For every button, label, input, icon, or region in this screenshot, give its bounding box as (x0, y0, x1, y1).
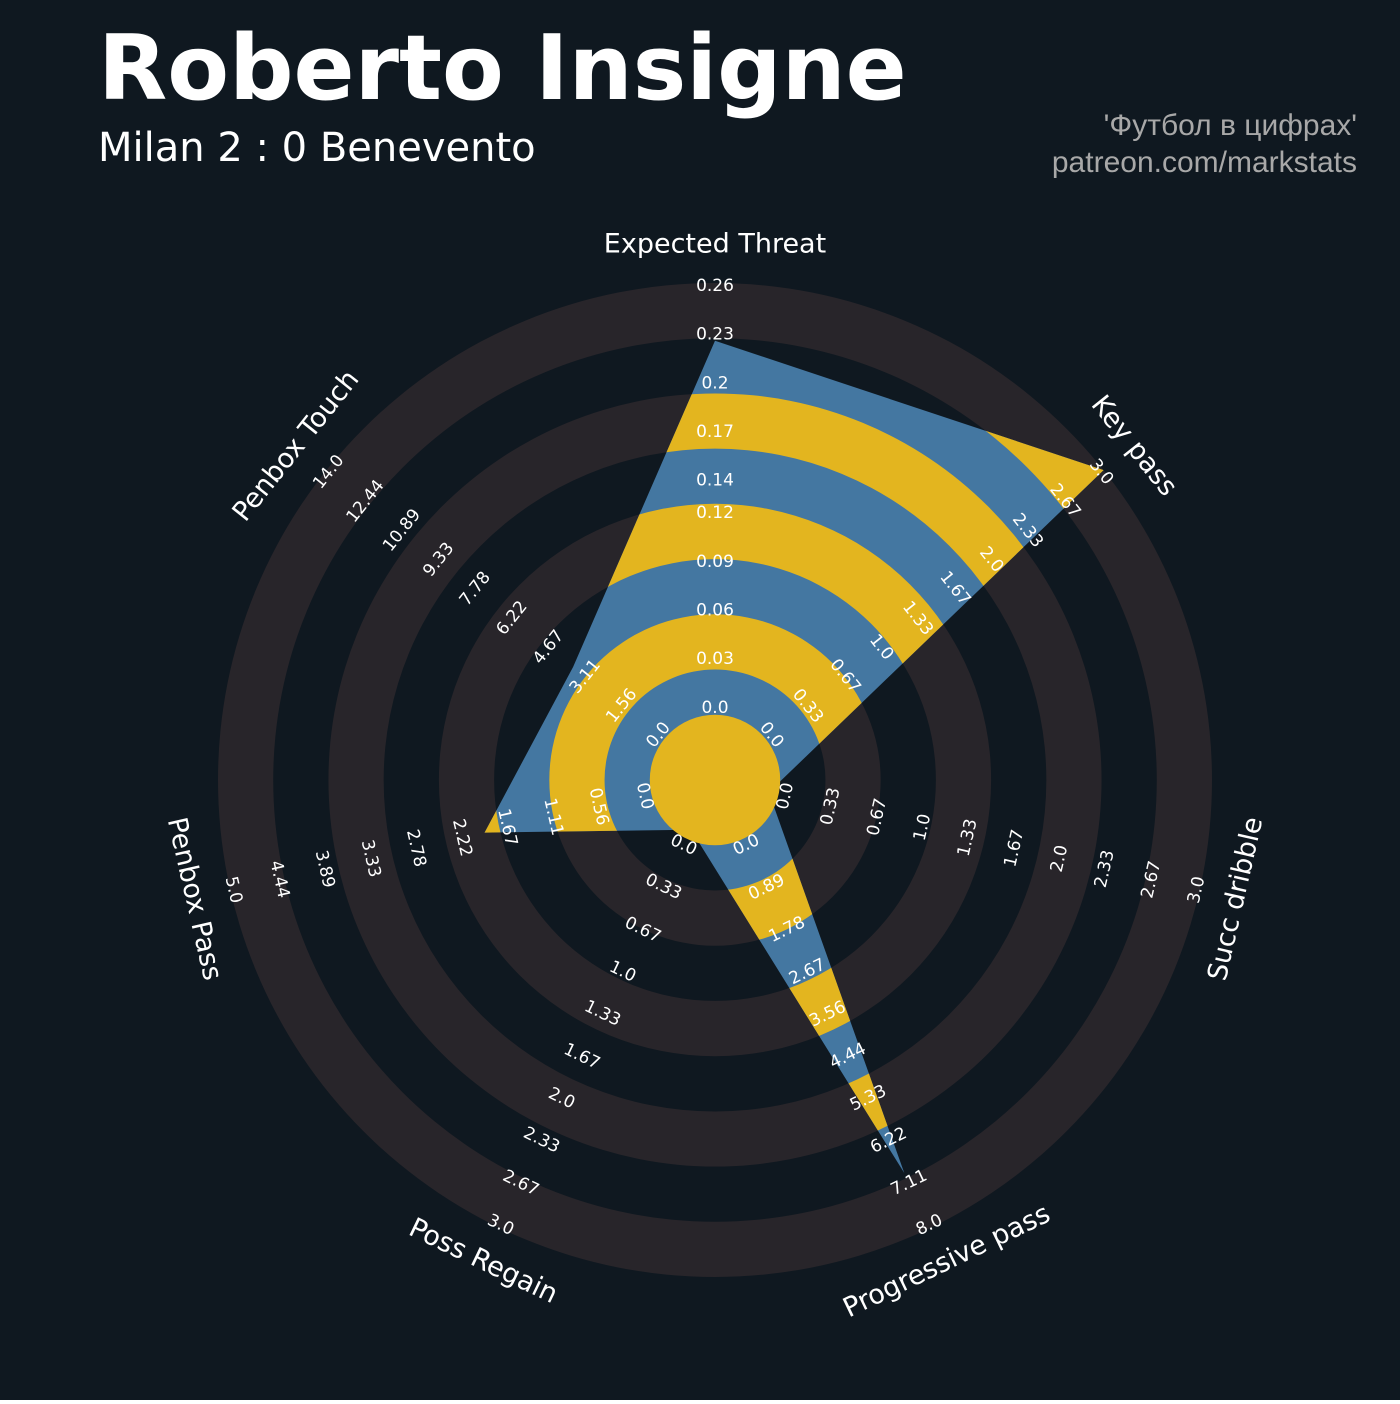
tick-label: 0.03 (696, 649, 734, 669)
tick-label: 0.2 (701, 373, 728, 393)
chart-subtitle: Milan 2 : 0 Benevento (98, 125, 536, 171)
tick-label: 0.14 (696, 471, 734, 491)
credit: 'Футбол в цифрах' (1104, 109, 1357, 142)
chart-title: Roberto Insigne (98, 16, 907, 121)
tick-label: 0.09 (696, 552, 734, 572)
tick-label: 0.0 (701, 698, 728, 718)
tick-label: 0.17 (696, 422, 734, 442)
tick-label: 0.23 (696, 325, 734, 345)
tick-label: 0.12 (696, 503, 734, 523)
param-name: Expected Threat (604, 229, 826, 260)
tick-label: 0.26 (696, 276, 734, 296)
credit: patreon.com/markstats (1052, 146, 1357, 179)
tick-label: 0.06 (696, 600, 734, 620)
center-circle (649, 714, 781, 846)
